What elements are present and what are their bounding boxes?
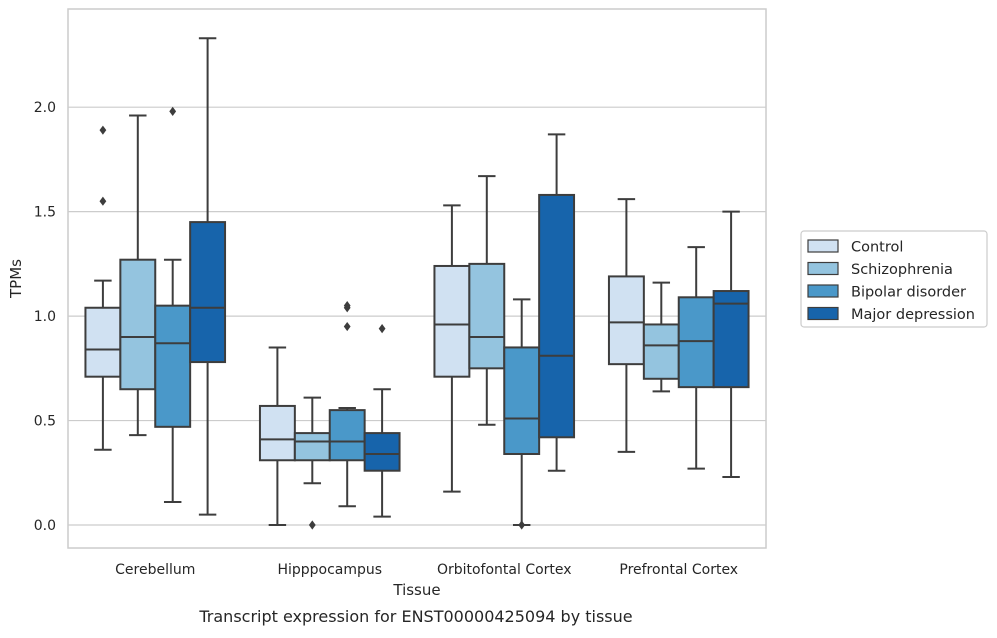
box-iqr — [84, 306, 122, 378]
box-iqr — [712, 290, 750, 389]
box — [712, 210, 750, 478]
y-tick-labels: 0.0 0.5 1.0 1.5 2.0 — [34, 100, 56, 534]
box-iqr — [363, 432, 401, 472]
box-iqr — [468, 262, 506, 370]
box-iqr — [433, 264, 471, 378]
x-tick-label: Prefrontal Cortex — [619, 562, 738, 578]
box-iqr — [677, 296, 715, 389]
outlier-point — [99, 196, 107, 206]
legend-label: Schizophrenia — [851, 262, 953, 278]
y-tick-label: 1.0 — [34, 309, 56, 325]
outlier-point — [343, 321, 351, 332]
outlier-point — [518, 520, 526, 530]
series-bipolar-disorder — [154, 106, 715, 530]
y-tick-label: 0.5 — [34, 414, 56, 430]
box — [468, 175, 506, 426]
y-axis-label: TPMs — [7, 259, 25, 299]
box — [363, 324, 401, 518]
box — [503, 298, 541, 530]
box-iqr — [154, 304, 192, 428]
box — [433, 204, 471, 493]
legend-swatch — [807, 284, 839, 298]
y-tick-label: 0.0 — [34, 518, 56, 534]
legend-label: Control — [851, 240, 903, 256]
outlier-point — [378, 324, 386, 334]
legend-label: Major depression — [851, 307, 975, 323]
box-plot-series — [84, 37, 750, 530]
box-iqr — [607, 275, 645, 366]
box — [154, 106, 192, 504]
x-tick-label: Orbitofontal Cortex — [437, 562, 572, 578]
legend-label: Bipolar disorder — [851, 285, 966, 301]
box-iqr — [503, 346, 541, 455]
x-tick-label: Hipppocampus — [277, 562, 382, 578]
box — [642, 281, 680, 393]
outlier-point — [308, 520, 316, 530]
legend-swatch — [807, 306, 839, 321]
figure-caption: Transcript expression for ENST0000042509… — [198, 607, 632, 626]
legend: Control Schizophrenia Bipolar disorder Majo… — [800, 230, 988, 328]
y-tick-label: 2.0 — [34, 100, 56, 116]
box-iqr — [328, 409, 366, 462]
box — [538, 133, 576, 472]
box — [258, 346, 296, 527]
legend-swatch — [807, 239, 839, 253]
box-iqr — [258, 404, 296, 462]
outlier-point — [99, 125, 107, 135]
box — [677, 246, 715, 470]
box — [84, 125, 122, 451]
box — [189, 37, 227, 516]
x-tick-labels: Cerebellum Hipppocampus Orbitofontal Corte… — [115, 562, 738, 578]
box-iqr — [293, 432, 331, 462]
x-axis-label: Tissue — [392, 581, 440, 599]
legend-frame — [800, 230, 988, 328]
box-iqr — [642, 323, 680, 380]
box-iqr — [189, 221, 227, 364]
box — [293, 396, 331, 530]
box-iqr — [119, 258, 157, 391]
box-iqr — [538, 193, 576, 439]
series-schizophrenia — [119, 114, 680, 530]
legend-swatch — [807, 261, 839, 276]
outlier-point — [169, 106, 177, 116]
x-tick-label: Cerebellum — [115, 562, 195, 578]
y-tick-label: 1.5 — [34, 205, 56, 221]
outlier-point — [343, 301, 351, 311]
box — [119, 114, 157, 437]
box — [328, 301, 366, 508]
series-major-depression — [189, 37, 750, 518]
plot-frame — [67, 8, 767, 549]
box — [607, 198, 645, 453]
